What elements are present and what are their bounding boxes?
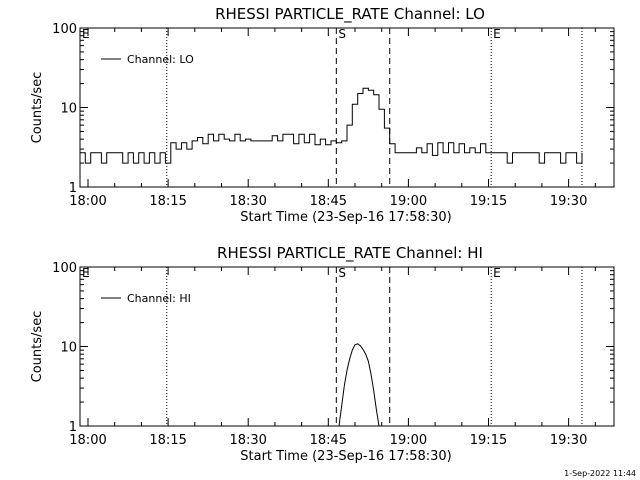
- chart-panel-1: RHESSI PARTICLE_RATE Channel: LO 1 10 100 18…: [30, 5, 615, 225]
- chart-title: RHESSI PARTICLE_RATE Channel: HI: [217, 244, 483, 263]
- x-tick-label: 18:15: [149, 433, 186, 448]
- series-line: [338, 343, 380, 426]
- y-axis-label: Counts/sec: [30, 72, 45, 144]
- y-tick-label: 100: [52, 22, 77, 37]
- x-tick-label: 19:30: [550, 433, 587, 448]
- y-tick-label: 1: [69, 181, 77, 196]
- x-tick-label: 19:15: [470, 433, 507, 448]
- x-tick-label: 18:45: [310, 433, 347, 448]
- y-axis-label: Counts/sec: [30, 311, 45, 383]
- x-tick-label: 19:15: [470, 194, 507, 209]
- series-line: [80, 87, 583, 164]
- event-marker-label: E: [493, 27, 501, 41]
- x-tick-label: 18:45: [310, 194, 347, 209]
- x-axis-label: Start Time (23-Sep-16 17:58:30): [240, 449, 451, 464]
- x-tick-label: 18:00: [69, 194, 106, 209]
- plot-frame: [79, 266, 615, 427]
- event-marker-label: S: [338, 266, 346, 280]
- y-tick-label: 10: [60, 102, 77, 117]
- chart-title: RHESSI PARTICLE_RATE Channel: LO: [215, 5, 485, 24]
- x-tick-label: 18:15: [149, 194, 186, 209]
- y-tick-label: 10: [60, 341, 77, 356]
- event-marker-label: E: [82, 27, 90, 41]
- event-marker-label: E: [82, 266, 90, 280]
- x-tick-label: 19:00: [390, 194, 427, 209]
- y-tick-label: 100: [52, 261, 77, 276]
- legend-label: Channel: HI: [127, 292, 191, 305]
- event-marker-label: S: [338, 27, 346, 41]
- y-tick-label: 1: [69, 420, 77, 435]
- x-tick-label: 19:00: [390, 433, 427, 448]
- footer-timestamp: 1-Sep-2022 11:44: [564, 469, 636, 478]
- x-tick-label: 18:30: [229, 194, 266, 209]
- x-tick-label: 18:30: [229, 433, 266, 448]
- chart-panel-2: RHESSI PARTICLE_RATE Channel: HI 1 10 100 18…: [30, 244, 615, 464]
- legend-label: Channel: LO: [127, 53, 194, 66]
- x-tick-label: 19:30: [550, 194, 587, 209]
- x-tick-label: 18:00: [69, 433, 106, 448]
- x-axis-label: Start Time (23-Sep-16 17:58:30): [240, 210, 451, 225]
- event-marker-label: E: [493, 266, 501, 280]
